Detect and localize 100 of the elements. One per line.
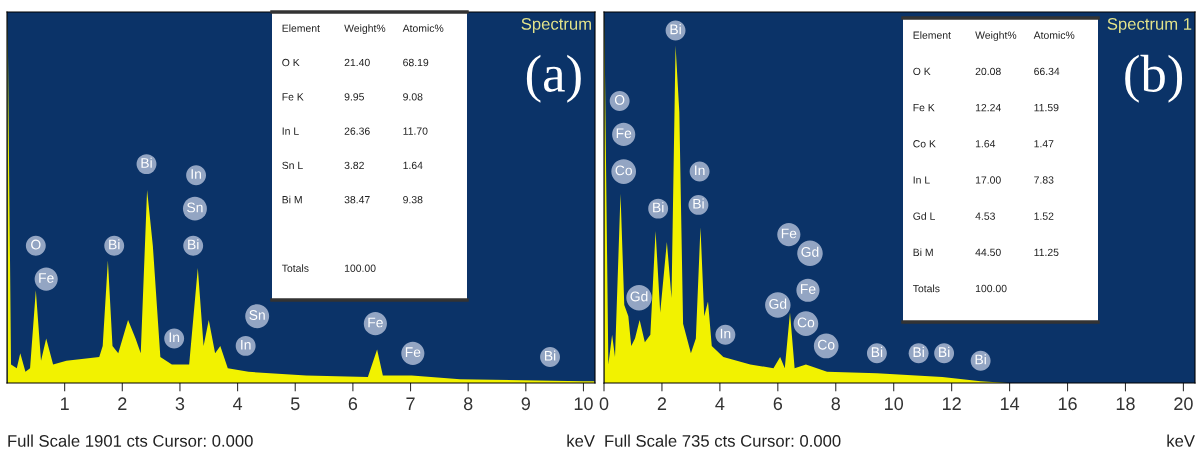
annotation: (a) [526, 54, 581, 103]
text: 100.00 [344, 264, 376, 272]
x-tick-label: 14 [1000, 397, 1020, 410]
annotation: In [241, 339, 251, 350]
annotation: Sn [249, 310, 265, 320]
text: Bi M [282, 195, 302, 204]
x-tick-label: 3 [175, 397, 185, 411]
annotation: Bi [545, 350, 556, 361]
text: O K [913, 67, 931, 76]
annotation: Co [615, 165, 632, 176]
text: Fe K [282, 93, 304, 101]
text: 44.50 [975, 248, 1001, 257]
x-tick-label: 4 [232, 397, 243, 410]
annotation: Co [797, 317, 815, 328]
text: 1.64 [403, 161, 423, 170]
text: 11.70 [403, 127, 428, 135]
text: Full Scale 735 cts Cursor: 0.000 [605, 434, 841, 447]
annotation: Fe [405, 347, 421, 358]
annotation: In [695, 165, 705, 176]
x-tick-label: 18 [1116, 397, 1135, 411]
x-tick-label: 4 [715, 397, 725, 410]
text: Sn L [282, 161, 303, 170]
annotation: Bi [693, 198, 704, 209]
annotation: Bi [975, 354, 986, 365]
annotation: Gd [801, 246, 819, 257]
annotation: Fe [368, 317, 383, 328]
chart-title: Spectrum [521, 18, 591, 34]
category-label: Atomic% [1033, 31, 1075, 39]
text: 66.34 [1034, 67, 1060, 76]
text: 100.00 [975, 284, 1007, 293]
text: Full Scale 1901 cts Cursor: 0.000 [8, 434, 253, 447]
text: 38.47 [344, 195, 370, 204]
annotation: Bi [109, 239, 120, 250]
x-axis-title: keV [567, 434, 595, 447]
text: 11.25 [1034, 248, 1059, 257]
annotation: Fe [781, 228, 797, 239]
x-tick-label: 8 [463, 397, 473, 411]
annotation: Gd [630, 291, 648, 302]
x-tick-label: 10 [574, 397, 593, 411]
annotation: Fe [39, 273, 54, 283]
text: Gd L [913, 212, 935, 220]
chart-title: Spectrum 1 [1107, 18, 1192, 34]
text: 9.95 [344, 93, 364, 101]
text: 1.64 [975, 140, 996, 148]
annotation: O [614, 94, 625, 105]
annotation: In [169, 332, 180, 343]
text: 9.38 [403, 195, 423, 204]
text: Fe K [913, 104, 935, 112]
text: Bi M [913, 248, 933, 256]
annotation: Bi [939, 346, 950, 357]
text: Totals [912, 284, 940, 293]
text: 68.19 [403, 58, 429, 67]
text: 21.40 [344, 58, 370, 67]
annotation: Bi [188, 239, 199, 250]
x-tick-label: 7 [406, 397, 415, 410]
annotation: (b) [1125, 54, 1183, 103]
annotation: Co [818, 339, 835, 350]
annotation: Bi [670, 24, 681, 35]
text: 20.08 [975, 67, 1001, 76]
text: 1.47 [1034, 140, 1054, 148]
x-axis-title: keV [1167, 434, 1195, 447]
x-tick-label: 9 [521, 397, 530, 411]
annotation: Bi [653, 202, 664, 213]
text: 26.36 [344, 127, 370, 135]
annotation: O [31, 239, 41, 250]
x-tick-label: 16 [1058, 397, 1077, 411]
text: 12.24 [975, 103, 1001, 112]
text: 11.59 [1034, 103, 1059, 112]
text: 9.08 [403, 93, 423, 101]
text: Totals [281, 264, 309, 272]
annotation: Bi [913, 346, 924, 357]
annotation: Gd [769, 298, 787, 309]
x-tick-label: 1 [61, 397, 69, 410]
annotation: In [720, 328, 731, 339]
x-tick-label: 12 [942, 397, 961, 410]
category-label: Element [913, 31, 951, 39]
x-tick-label: 2 [657, 397, 667, 410]
x-tick-label: 2 [118, 397, 127, 410]
x-tick-label: 0 [599, 397, 609, 411]
x-tick-label: 6 [773, 397, 783, 411]
annotation: Fe [800, 284, 816, 294]
text: In L [913, 176, 930, 184]
category-label: Weight% [975, 31, 1017, 41]
text: 1.52 [1034, 212, 1054, 220]
text: In L [282, 127, 299, 135]
text: 7.83 [1034, 176, 1054, 184]
text: 4.53 [975, 212, 995, 220]
text: Co K [913, 140, 936, 148]
category-label: Weight% [344, 24, 386, 34]
annotation: Fe [616, 128, 632, 139]
text: O K [282, 58, 300, 67]
annotation: Sn [187, 202, 203, 213]
category-label: Atomic% [402, 24, 444, 32]
x-tick-label: 5 [290, 397, 300, 411]
text: 17.00 [975, 176, 1001, 184]
x-tick-label: 10 [885, 397, 904, 411]
annotation: Bi [141, 157, 152, 168]
x-tick-label: 6 [348, 397, 358, 411]
text: 3.82 [344, 161, 364, 170]
category-label: Element [282, 24, 320, 32]
